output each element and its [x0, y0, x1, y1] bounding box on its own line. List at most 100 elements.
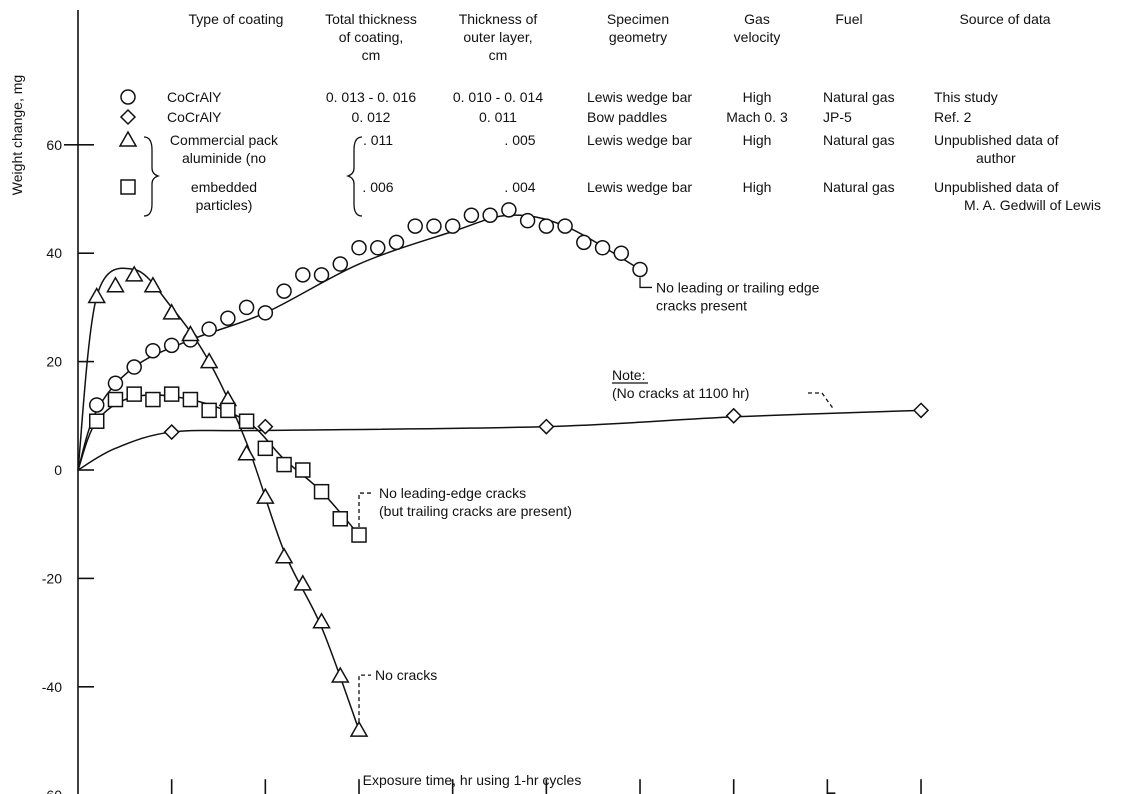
- triangle-marker: [199, 352, 219, 369]
- table-header: Type of coating: [189, 11, 284, 27]
- coating-type: CoCrAlY: [167, 89, 222, 105]
- square-marker: [351, 527, 367, 543]
- left-brace: [345, 136, 363, 217]
- triangle-marker: [293, 574, 313, 591]
- circle-marker: [313, 267, 330, 283]
- triangle-marker: [330, 666, 350, 683]
- square-marker: [107, 391, 124, 408]
- table-header: outer layer,: [463, 29, 532, 45]
- triangle-marker: [181, 324, 200, 342]
- y-tick-label: 0: [54, 462, 62, 478]
- y-tick-label: 40: [46, 245, 62, 261]
- data-source: Ref. 2: [934, 109, 972, 125]
- annotation-text: No cracks: [375, 667, 437, 683]
- square-series-curve: [77, 394, 360, 536]
- circle-marker: [120, 89, 136, 105]
- square-marker: [295, 462, 311, 478]
- specimen-geometry: Bow paddles: [587, 109, 667, 125]
- triangle-marker: [349, 720, 369, 737]
- annotation-text: (No cracks at 1100 hr): [612, 385, 749, 401]
- circle-marker: [463, 207, 480, 224]
- table-header: of coating,: [339, 29, 404, 45]
- square-marker: [182, 391, 199, 408]
- circle-marker: [238, 299, 255, 316]
- circle-marker: [107, 375, 124, 392]
- leader-line: [808, 392, 835, 411]
- total-thickness: . 011: [363, 132, 393, 148]
- triangle-marker: [124, 265, 144, 282]
- diamond-series: [163, 402, 930, 441]
- square-marker: [163, 386, 180, 402]
- diamond-series-curve: [77, 409, 922, 471]
- gas-velocity: High: [743, 89, 772, 105]
- square-marker: [120, 179, 136, 195]
- diamond-marker: [257, 418, 274, 435]
- y-axis-label: Weight change, mg: [9, 75, 25, 195]
- right-brace: [143, 136, 161, 217]
- table-header: Specimen: [607, 11, 669, 27]
- diamond-marker: [119, 108, 137, 126]
- circle-marker: [482, 207, 498, 224]
- triangle-marker: [274, 547, 294, 564]
- y-tick-label: 60: [46, 137, 62, 153]
- circle-series: [88, 202, 648, 413]
- annotation-text: No leading or trailing edge: [656, 279, 820, 295]
- square-marker: [332, 511, 349, 527]
- outer-thickness: 0. 011: [479, 109, 517, 125]
- triangle-marker: [237, 444, 256, 461]
- annotation-text: (but trailing cracks are present): [379, 503, 572, 519]
- circle-marker: [369, 240, 386, 256]
- circle-marker: [519, 212, 536, 229]
- circle-marker: [501, 202, 517, 218]
- diamond-marker: [163, 423, 180, 441]
- data-source: Unpublished data of: [934, 132, 1059, 148]
- circle-marker: [576, 234, 592, 251]
- data-source: author: [976, 150, 1016, 166]
- gas-velocity: High: [743, 179, 772, 195]
- table-header: geometry: [609, 29, 667, 45]
- x-axis-label: Exposure time, hr using 1-hr cycles: [363, 772, 582, 788]
- total-thickness: 0. 012: [352, 109, 391, 125]
- circle-marker: [295, 267, 311, 283]
- gas-velocity: High: [743, 132, 772, 148]
- leader-line: [358, 674, 372, 723]
- leader-line: [358, 492, 372, 528]
- total-thickness: 0. 013 - 0. 016: [326, 89, 417, 105]
- coating-type: CoCrAlY: [167, 109, 222, 125]
- circle-marker: [220, 310, 236, 326]
- circle-marker: [557, 218, 573, 234]
- outer-thickness: . 005: [504, 132, 535, 148]
- circle-marker: [594, 240, 611, 256]
- y-tick-label: 20: [46, 354, 62, 370]
- gas-velocity: Mach 0. 3: [726, 109, 788, 125]
- annotation-text: cracks present: [656, 297, 747, 313]
- triangle-marker: [87, 287, 107, 304]
- data-source: M. A. Gedwill of Lewis: [964, 197, 1101, 213]
- circle-marker: [388, 234, 405, 251]
- triangle-marker: [256, 487, 275, 504]
- legend-table: Type of coating Total thickness of coating…: [64, 11, 1101, 217]
- fuel: JP-5: [823, 109, 852, 125]
- data-source: This study: [934, 89, 998, 105]
- circle-marker: [613, 245, 630, 261]
- specimen-geometry: Lewis wedge bar: [587, 89, 692, 105]
- fuel: Natural gas: [823, 179, 895, 195]
- circle-marker: [257, 305, 274, 321]
- coating-type: embedded: [191, 179, 257, 195]
- square-marker: [238, 413, 255, 429]
- annotation-text: No leading-edge cracks: [379, 485, 526, 501]
- circle-marker: [88, 397, 105, 413]
- square-marker: [88, 413, 105, 429]
- data-source: Unpublished data of: [934, 179, 1059, 195]
- triangle-marker: [143, 276, 163, 293]
- square-marker: [313, 483, 330, 500]
- y-tick-label: -60: [42, 787, 62, 794]
- leader-line: [639, 277, 653, 289]
- diamond-marker: [725, 407, 742, 424]
- triangle-series: [87, 265, 369, 737]
- table-header: Total thickness: [325, 11, 417, 27]
- circle-marker: [351, 240, 367, 256]
- circle-marker: [163, 337, 180, 354]
- table-header: cm: [362, 47, 381, 63]
